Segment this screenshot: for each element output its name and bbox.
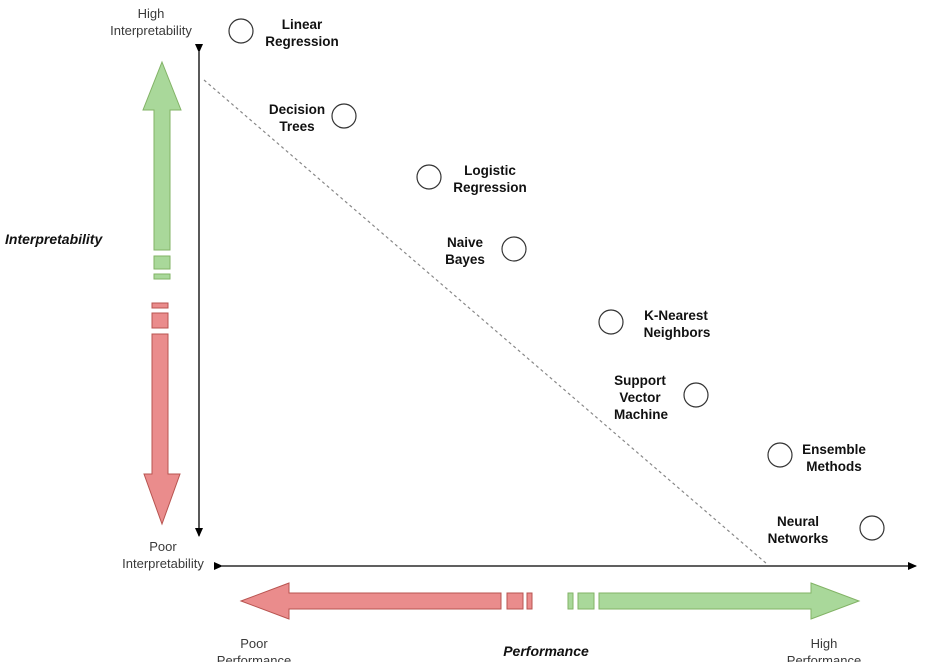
model-label-line2: Trees <box>279 119 314 134</box>
model-k-nearest-neighbors: K-Nearest Neighbors <box>598 308 711 340</box>
model-neural-networks: Neural Networks <box>768 514 885 546</box>
poor-performance-arrow-icon <box>239 582 533 620</box>
model-decision-trees: Decision Trees <box>269 102 357 134</box>
model-node-circle <box>501 236 527 262</box>
model-label-line2: Bayes <box>445 252 485 267</box>
model-label-line1: Decision <box>269 102 325 117</box>
y-axis-high-label-1: High <box>138 6 165 21</box>
tradeoff-line <box>203 79 768 565</box>
model-support-vector-machine: Support Vector Machine <box>614 373 709 422</box>
high-interpretability-arrow-icon <box>142 60 182 280</box>
model-label-line2: Networks <box>768 531 829 546</box>
x-axis-high-label-2: Performance <box>787 653 861 662</box>
model-label-line1: Naive <box>447 235 484 250</box>
model-label-line2: Regression <box>265 34 339 49</box>
y-axis-title: Interpretability <box>5 231 103 247</box>
x-axis-low-label-2: Performance <box>217 653 291 662</box>
y-axis-low-label-1: Poor <box>149 539 177 554</box>
x-axis-high-label-1: High <box>811 636 838 651</box>
y-axis-low-label-2: Interpretability <box>122 556 204 571</box>
high-performance-arrow-icon <box>567 582 861 620</box>
model-node-circle <box>416 164 442 190</box>
model-ensemble-methods: Ensemble Methods <box>767 442 866 474</box>
poor-interpretability-arrow-icon <box>143 302 181 526</box>
model-node-circle <box>331 103 357 129</box>
model-label-line1: Support <box>614 373 666 388</box>
model-label-line1: Linear <box>282 17 323 32</box>
y-axis-high-label-2: Interpretability <box>110 23 192 38</box>
model-label-line3: Machine <box>614 407 669 422</box>
model-node-circle <box>228 18 254 44</box>
model-node-circle <box>598 309 624 335</box>
model-label-line2: Vector <box>619 390 661 405</box>
model-label-line2: Neighbors <box>644 325 711 340</box>
model-label-line2: Methods <box>806 459 862 474</box>
model-logistic-regression: Logistic Regression <box>416 163 527 195</box>
model-node-circle <box>859 515 885 541</box>
x-axis-low-label-1: Poor <box>240 636 268 651</box>
model-node-circle <box>767 442 793 468</box>
model-label-line1: K-Nearest <box>644 308 708 323</box>
model-label-line1: Ensemble <box>802 442 866 457</box>
model-node-circle <box>683 382 709 408</box>
model-linear-regression: Linear Regression <box>228 17 339 49</box>
model-label-line1: Neural <box>777 514 819 529</box>
model-label-line2: Regression <box>453 180 527 195</box>
model-naive-bayes: Naive Bayes <box>445 235 527 267</box>
x-axis-title: Performance <box>503 643 589 659</box>
model-label-line1: Logistic <box>464 163 516 178</box>
